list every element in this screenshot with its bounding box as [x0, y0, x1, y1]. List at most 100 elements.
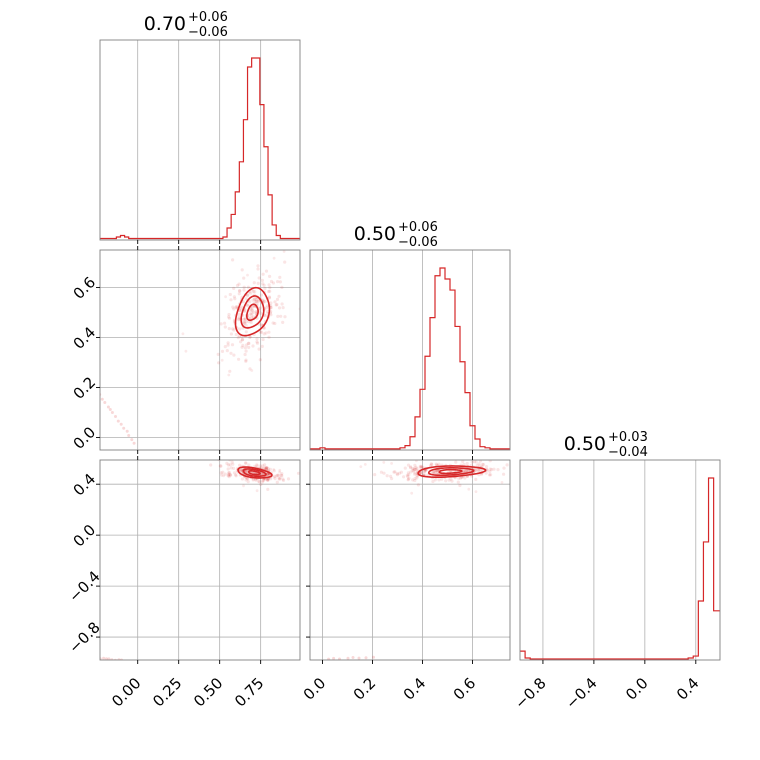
- sample-point: [477, 462, 481, 466]
- sample-point: [256, 264, 260, 268]
- sample-point: [244, 320, 248, 324]
- sample-point: [219, 471, 223, 475]
- sample-point: [502, 466, 506, 470]
- sample-point: [261, 272, 265, 276]
- sample-point: [259, 311, 263, 315]
- joint-0-ylabel-0: 0.0: [70, 423, 100, 453]
- sample-point: [251, 289, 255, 294]
- sample-point: [277, 477, 282, 481]
- sample-point: [278, 476, 282, 480]
- sample-point: [223, 345, 227, 349]
- sample-point: [411, 478, 415, 482]
- sample-point: [266, 472, 270, 476]
- sample-point: [276, 473, 281, 477]
- sample-point: [244, 297, 248, 301]
- sample-point: [230, 460, 234, 464]
- sample-point: [257, 276, 261, 280]
- sample-point: [423, 469, 427, 473]
- sample-point: [232, 471, 237, 475]
- sample-point: [402, 475, 406, 479]
- sample-point: [266, 472, 270, 476]
- sample-point: [227, 471, 231, 475]
- sample-point: [243, 461, 248, 465]
- sample-point: [407, 473, 411, 477]
- sample-point: [488, 467, 492, 471]
- sample-point: [231, 327, 235, 331]
- hist-p3-xlabel-2: 0.0: [622, 674, 652, 704]
- sample-point: [456, 480, 460, 484]
- sample-point: [489, 473, 493, 477]
- sample-point: [271, 281, 275, 285]
- sample-point: [277, 241, 280, 244]
- sample-point: [250, 311, 254, 315]
- sample-point: [228, 473, 233, 477]
- sample-point: [250, 313, 254, 317]
- histogram-p3: [520, 477, 720, 660]
- joint-1-xlabel-3: 0.75: [231, 674, 267, 710]
- sample-point: [104, 657, 108, 660]
- sample-point: [487, 473, 492, 477]
- sample-point: [413, 476, 417, 480]
- sample-point: [232, 353, 236, 357]
- joint-1-xlabel-0: 0.00: [108, 674, 144, 710]
- sample-point: [271, 321, 275, 325]
- sample-point: [282, 250, 286, 253]
- sample-point: [433, 469, 437, 473]
- sample-point: [249, 320, 253, 325]
- sample-point: [219, 322, 223, 326]
- title-p3-minus: −0.04: [608, 445, 648, 460]
- sample-point: [106, 405, 110, 409]
- sample-point: [243, 308, 247, 312]
- sample-point: [225, 455, 228, 458]
- sample-point: [259, 482, 263, 486]
- sample-point: [274, 303, 278, 307]
- sample-point: [359, 465, 363, 468]
- sample-point: [283, 260, 287, 264]
- sample-point: [223, 321, 227, 325]
- sample-point: [272, 469, 276, 473]
- sample-point: [415, 468, 419, 472]
- sample-point: [225, 461, 229, 465]
- sample-point: [258, 306, 262, 310]
- title-p1-value: 0.70: [144, 13, 186, 35]
- sample-point: [246, 294, 250, 298]
- sample-point: [327, 657, 331, 660]
- sample-point: [422, 472, 426, 476]
- sample-point: [266, 467, 270, 471]
- sample-point: [220, 473, 224, 477]
- sample-point: [458, 476, 463, 480]
- hist-p3-xlabel-3: 0.4: [673, 674, 703, 704]
- sample-point: [275, 297, 280, 301]
- sample-point: [227, 316, 232, 320]
- sample-point: [261, 464, 265, 468]
- sample-point: [241, 320, 245, 324]
- sample-point: [219, 464, 223, 468]
- sample-point: [461, 460, 465, 464]
- sample-point: [184, 349, 188, 353]
- sample-point: [266, 477, 270, 481]
- sample-point: [467, 487, 471, 491]
- sample-point: [433, 478, 437, 482]
- sample-point: [472, 460, 476, 464]
- sample-point: [263, 463, 267, 467]
- sample-point: [278, 275, 282, 279]
- sample-point: [243, 317, 248, 321]
- sample-point: [279, 473, 283, 477]
- sample-point: [490, 467, 494, 472]
- sample-point: [409, 470, 413, 474]
- sample-point: [276, 473, 280, 477]
- sample-point: [268, 467, 272, 471]
- sample-point: [413, 467, 418, 471]
- sample-point: [254, 299, 258, 304]
- sample-point: [278, 468, 282, 472]
- sample-point: [261, 282, 265, 286]
- sample-point: [447, 478, 451, 482]
- sample-point: [125, 429, 129, 433]
- sample-point: [411, 467, 415, 471]
- joint-frame-0: [99, 249, 301, 451]
- joint-panel-p2-p3: 0.0 0.2 0.4 0.6: [300, 459, 511, 704]
- sample-point: [258, 464, 263, 468]
- sample-point: [240, 345, 244, 349]
- hist-p3-xlabel-1: −0.4: [562, 674, 600, 712]
- sample-point: [232, 295, 236, 299]
